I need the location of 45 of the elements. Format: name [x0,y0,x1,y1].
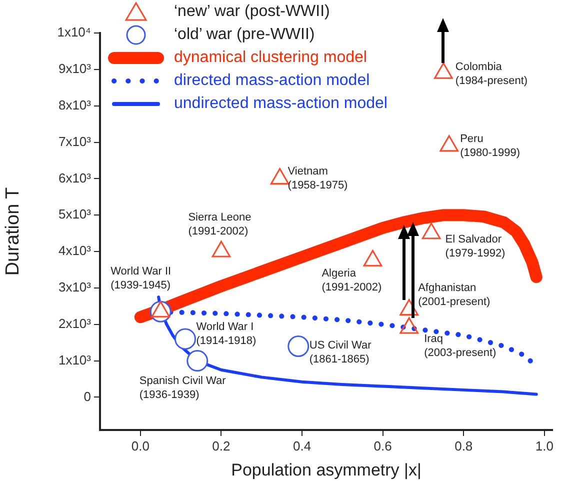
annotation: Vietnam (1958-1975) [288,166,348,192]
y-tick-label: 5x10³ [58,206,92,222]
legend-label: undirected mass-action model [174,94,388,114]
y-tick-label: 3x10³ [58,280,92,295]
point [400,317,418,334]
x-tick-label: 0.4 [292,438,312,454]
annotation: Spanish Civil War (1936-1939) [139,374,226,401]
legend-label: dynamical clustering model [174,48,367,68]
annotation: World War I (1914-1918) [196,320,256,347]
y-tick-label: 8x10³ [58,97,92,112]
x-tick-label: 0.6 [374,438,392,454]
legend-label: directed mass-action model [174,71,370,91]
point [270,168,290,184]
annotation: Algeria (1991-2002) [322,268,382,294]
point [212,240,231,258]
x-axis-title: Population asymmetry |x| [231,460,422,480]
legend-label: ‘new’ war (post-WWII) [174,2,330,22]
annotation: Colombia (1984-present) [455,61,528,88]
x-tick-label: 1.0 [535,438,554,454]
y-tick-label: 6x10³ [58,170,92,186]
point [151,300,170,318]
y-tick-label: 1x10³ [58,352,92,368]
annotation: Peru (1980-1999) [460,132,520,159]
y-tick-label: 4x10³ [58,243,92,258]
x-tick-label: 0.2 [212,438,230,454]
legend-label: ‘old’ war (pre-WWII) [174,25,315,45]
y-tick-label: 7x10³ [58,134,92,149]
point [434,62,453,79]
y-tick-label: 2x10³ [58,316,92,331]
point [422,222,441,240]
annotation: World War II (1939-1945) [110,266,172,292]
y-tick-label: 1x10⁴ [57,24,91,40]
x-tick-label: 0.0 [131,438,150,454]
y-tick-label: 0 [84,388,91,404]
point [363,250,382,266]
point [400,299,418,316]
y-tick-label: 9x10³ [58,61,92,76]
annotation: Sierra Leone (1991-2002) [188,212,252,238]
annotation: US Civil War (1861-1865) [309,339,372,366]
annotation: Afghanistan (2001-present) [418,282,490,308]
point [440,135,458,152]
annotation: El Salvador (1979-1992) [445,233,506,260]
x-tick-label: 0.8 [454,438,473,454]
annotation: Iraq (2003-present) [424,333,496,360]
y-axis-title: Duration T [2,186,24,276]
